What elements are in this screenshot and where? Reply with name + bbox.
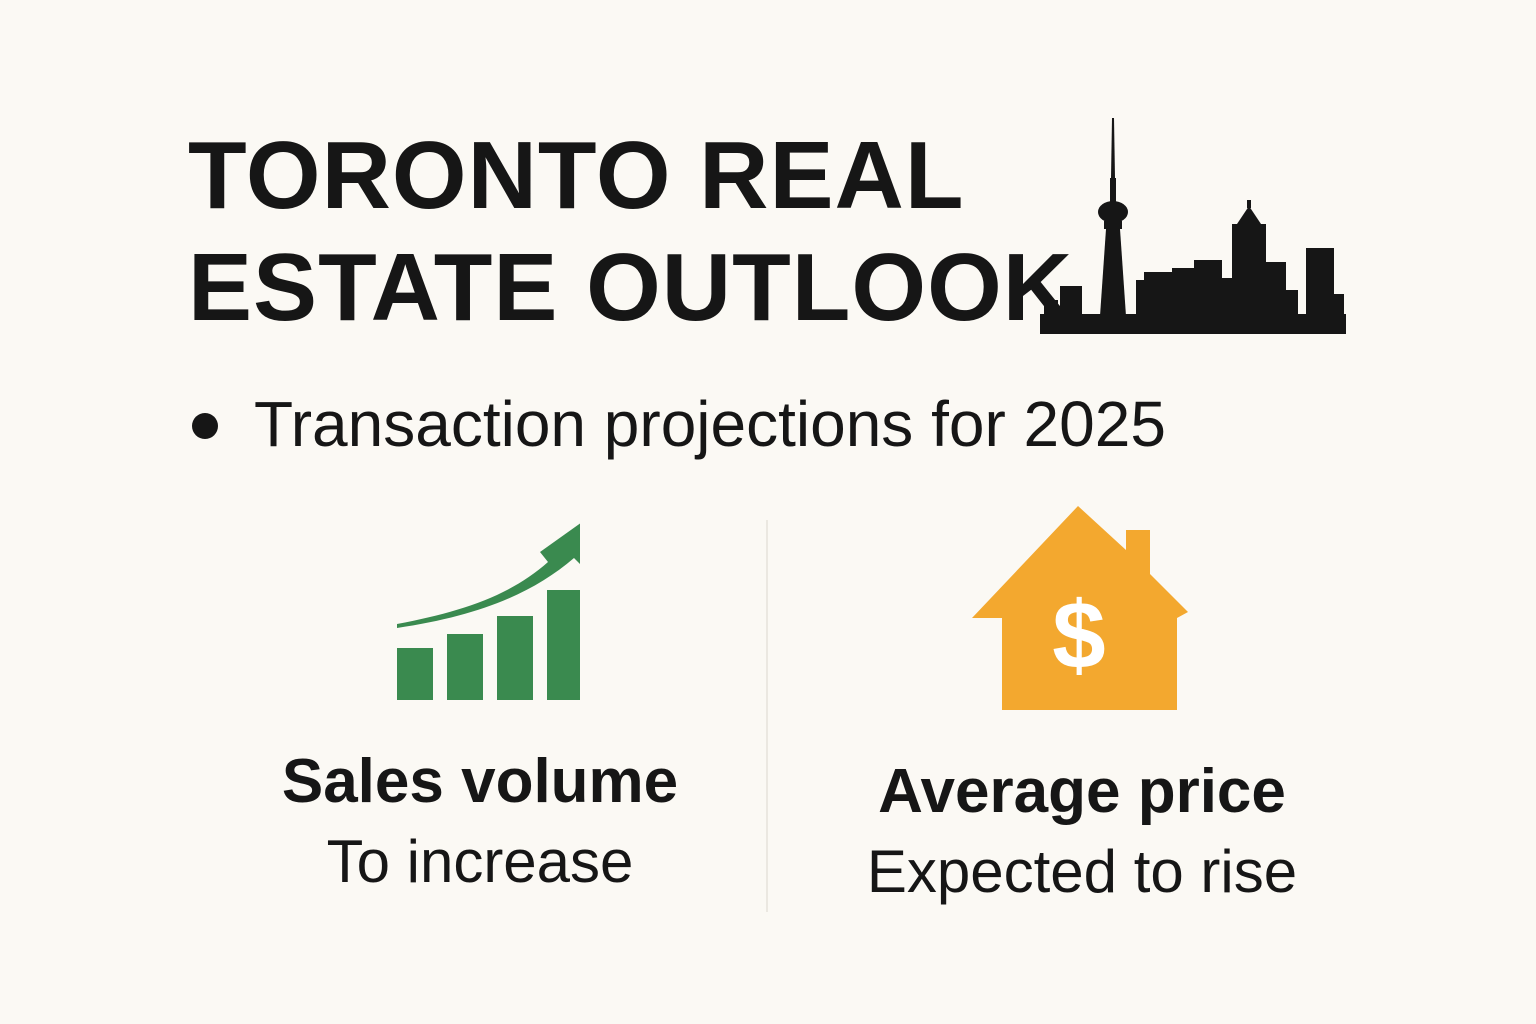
svg-text:$: $ — [1052, 582, 1105, 689]
title-line-1: TORONTO REAL — [188, 122, 965, 229]
subtitle-bullet-row: Transaction projections for 2025 — [192, 384, 1166, 464]
column-divider — [766, 520, 768, 912]
sales-volume-label: Sales volume — [281, 747, 679, 816]
subtitle-text: Transaction projections for 2025 — [254, 388, 1166, 460]
bar-chart-up-arrow-icon — [397, 523, 580, 700]
toronto-skyline-icon — [1040, 118, 1346, 334]
page-title: TORONTO REAL ESTATE OUTLOOK — [188, 120, 1073, 344]
title-line-2: ESTATE OUTLOOK — [188, 234, 1074, 341]
bullet-dot — [192, 413, 218, 439]
metric-card-average-price: $ Average price Expected to rise — [772, 500, 1392, 912]
sales-volume-description: To increase — [326, 828, 634, 895]
average-price-description: Expected to rise — [866, 838, 1298, 905]
average-price-label: Average price — [878, 757, 1286, 826]
house-dollar-icon: $ — [972, 506, 1188, 710]
metric-card-sales-volume: Sales volume To increase — [170, 500, 790, 902]
